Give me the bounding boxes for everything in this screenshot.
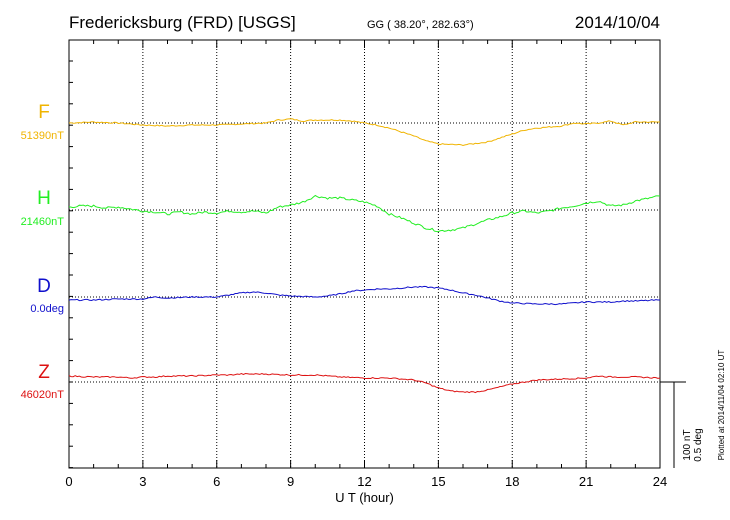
- series-name-D: D: [37, 276, 51, 297]
- x-tick-label-12: 12: [357, 474, 371, 489]
- x-axis-label: U T (hour): [335, 490, 394, 505]
- x-tick-label-3: 3: [139, 474, 146, 489]
- series-line-H: [68, 194, 661, 233]
- series-lines: [68, 118, 661, 394]
- series-baseline-label-H: 21460nT: [21, 216, 65, 228]
- x-tick-label-21: 21: [579, 474, 593, 489]
- scale-bar-nt-label: 100 nT: [682, 429, 693, 460]
- series-line-D: [68, 285, 660, 306]
- date-label: 2014/10/04: [575, 13, 660, 32]
- grid-lines: [142, 40, 587, 468]
- series-labels: F 51390nT H 21460nT D 0.0deg Z 46020nT: [21, 102, 65, 401]
- series-name-Z: Z: [38, 362, 50, 383]
- series-baseline-label-Z: 46020nT: [21, 389, 65, 401]
- x-tick-label-9: 9: [287, 474, 294, 489]
- x-tick-label-0: 0: [65, 474, 72, 489]
- x-tick-label-18: 18: [505, 474, 519, 489]
- station-title: Fredericksburg (FRD) [USGS]: [69, 13, 296, 32]
- plotted-timestamp: Plotted at 2014/11/04 02:10 UT: [717, 350, 726, 461]
- series-baseline-label-D: 0.0deg: [30, 303, 64, 315]
- scale-bar: 100 nT 0.5 deg: [660, 381, 704, 468]
- x-tick-label-24: 24: [653, 474, 667, 489]
- series-baseline-label-F: 51390nT: [21, 130, 65, 142]
- series-line-F: [68, 118, 660, 147]
- baselines: [69, 122, 660, 383]
- x-tick-label-6: 6: [213, 474, 220, 489]
- series-name-F: F: [38, 102, 50, 123]
- scale-bar-deg-label: 0.5 deg: [693, 428, 704, 461]
- x-tick-label-15: 15: [431, 474, 445, 489]
- x-axis-ticks: 0 3 6 9 12 15 18 21 24: [65, 40, 667, 489]
- series-line-Z: [68, 372, 661, 394]
- series-name-H: H: [37, 188, 51, 209]
- coordinates-label: GG ( 38.20°, 282.63°): [367, 19, 474, 31]
